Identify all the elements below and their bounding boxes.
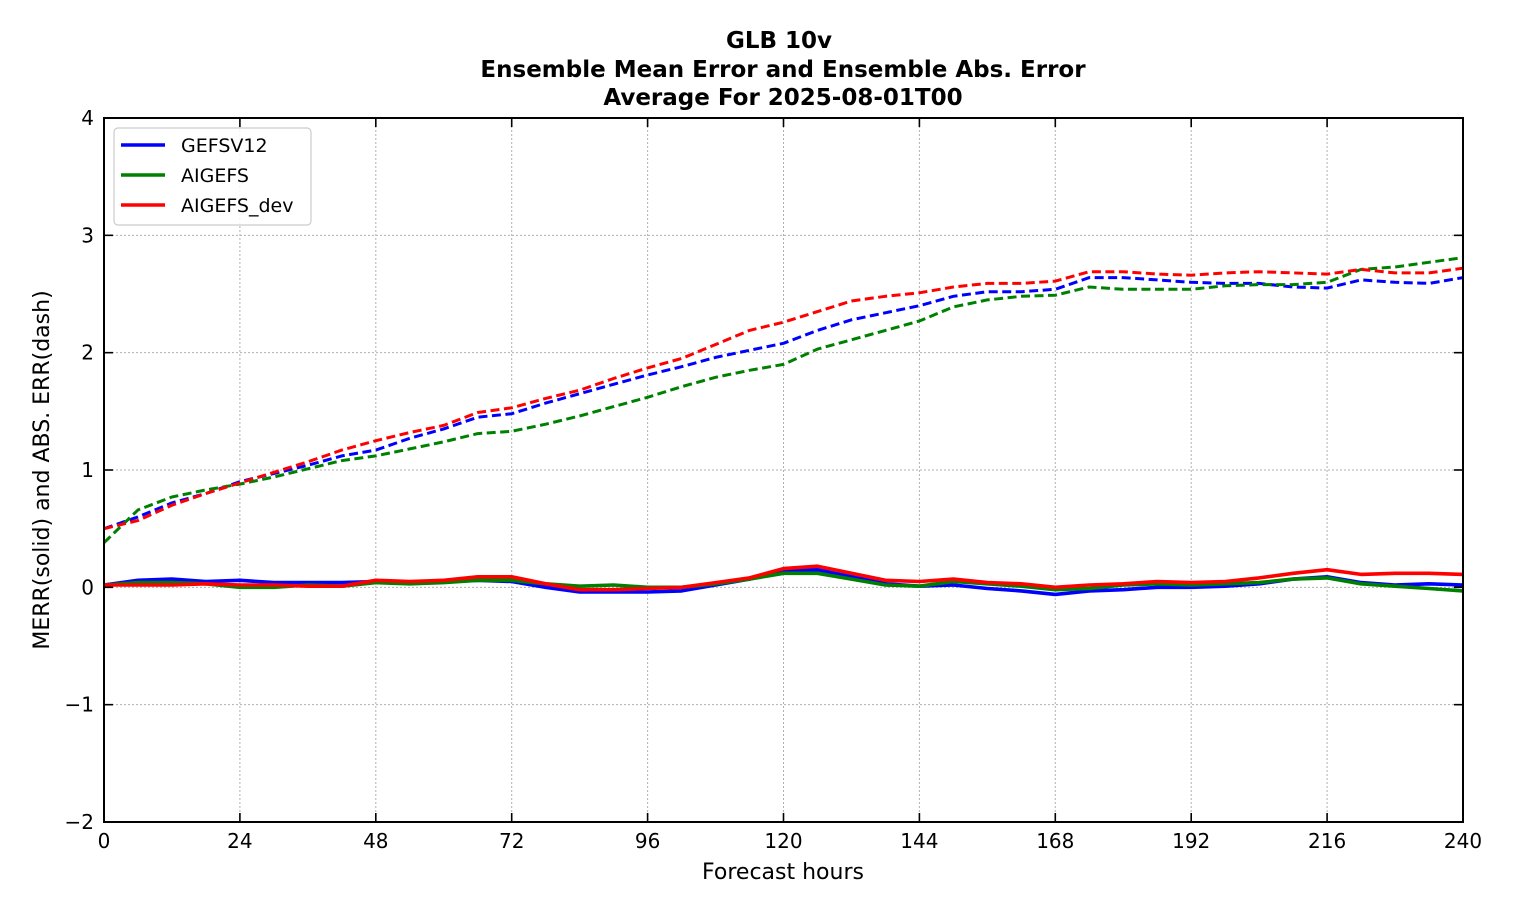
y-tick-label: 1 [81,458,94,482]
x-tick-label: 0 [98,829,111,853]
axis-ticks: 0 24 48 72 96 120 144 168 192 216 240 −2 −1 0 1 2 3 4 [65,106,1483,853]
series-lines [102,256,1464,597]
legend-label: AIGEFS_dev [181,195,293,217]
x-axis-label: Forecast hours [702,860,864,885]
y-tick-label: 2 [81,341,94,365]
legend-label: GEFSV12 [181,135,268,157]
legend: GEFSV12 AIGEFS AIGEFS_dev [113,127,312,226]
series-gefsv12-abs-err-line [103,276,1464,531]
x-tick-label: 144 [900,829,938,853]
x-tick-label: 192 [1172,829,1210,853]
chart-title-line-1: GLB 10v [726,28,832,54]
x-tick-label: 240 [1444,829,1482,853]
x-tick-label: 48 [363,829,388,853]
x-tick-label: 120 [764,829,802,853]
chart-title: GLB 10v Ensemble Mean Error and Ensemble… [480,28,1086,111]
x-tick-label: 24 [227,829,252,853]
series-gefsv12-merr-line [103,567,1464,597]
chart-title-line-2: Ensemble Mean Error and Ensemble Abs. Er… [480,57,1086,83]
y-tick-label: −1 [65,693,94,717]
x-tick-label: 96 [635,829,660,853]
y-tick-label: 0 [81,575,94,599]
y-tick-label: 3 [81,223,94,247]
x-tick-label: 72 [499,829,524,853]
x-tick-label: 216 [1308,829,1346,853]
legend-label: AIGEFS [181,165,249,187]
chart-title-line-3: Average For 2025-08-01T00 [603,85,962,111]
series-aigefs-abs-err-line [102,256,1464,544]
series-aigefs-dev-merr-line [104,564,1464,592]
y-tick-label: 4 [81,106,94,130]
legend-box [113,127,312,226]
y-axis-label: MERR(solid) and ABS. ERR(dash) [30,290,55,649]
x-tick-label: 168 [1036,829,1074,853]
y-tick-label: −2 [65,810,94,834]
